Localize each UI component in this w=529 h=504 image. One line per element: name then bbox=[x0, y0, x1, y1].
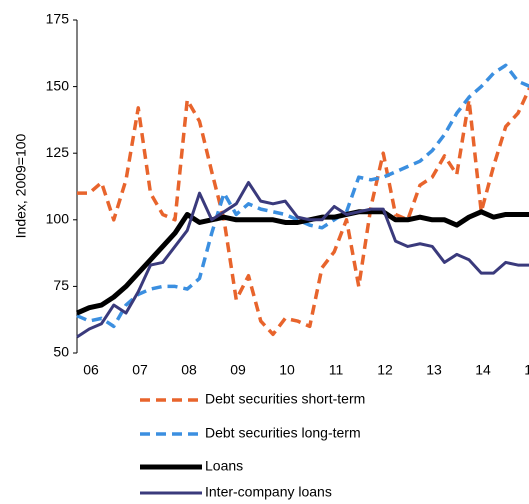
legend-label: Debt securities short-term bbox=[205, 391, 365, 407]
y-tick-label: 100 bbox=[46, 211, 70, 227]
x-tick-label: 11 bbox=[329, 362, 344, 378]
x-tick-label: 13 bbox=[426, 362, 442, 378]
x-tick-label: 14 bbox=[475, 362, 491, 378]
series-line bbox=[76, 209, 529, 316]
y-tick-label: 50 bbox=[53, 344, 69, 360]
series-line bbox=[76, 181, 529, 339]
y-tick-label: 150 bbox=[46, 77, 70, 93]
y-tick-label: 175 bbox=[46, 11, 70, 27]
plot-area bbox=[76, 63, 529, 339]
y-tick-label: 75 bbox=[53, 277, 69, 293]
legend-label: Inter-company loans bbox=[205, 484, 332, 500]
x-tick-label: 12 bbox=[377, 362, 393, 378]
series-line bbox=[77, 85, 529, 337]
x-tick-label: 08 bbox=[181, 362, 197, 378]
legend-label: Loans bbox=[205, 458, 243, 474]
y-axis-label: Index, 2009=100 bbox=[13, 133, 29, 238]
x-tick-label: 06 bbox=[83, 362, 99, 378]
legend: Debt securities short-term Debt securitie… bbox=[140, 391, 365, 500]
y-tick-label: 125 bbox=[46, 144, 70, 160]
x-tick-label: 15 bbox=[524, 362, 529, 378]
legend-label: Debt securities long-term bbox=[205, 425, 361, 441]
series-line bbox=[76, 63, 529, 329]
x-tick-label: 07 bbox=[132, 362, 148, 378]
x-tick-label: 09 bbox=[230, 362, 246, 378]
x-tick-label: 10 bbox=[279, 362, 295, 378]
